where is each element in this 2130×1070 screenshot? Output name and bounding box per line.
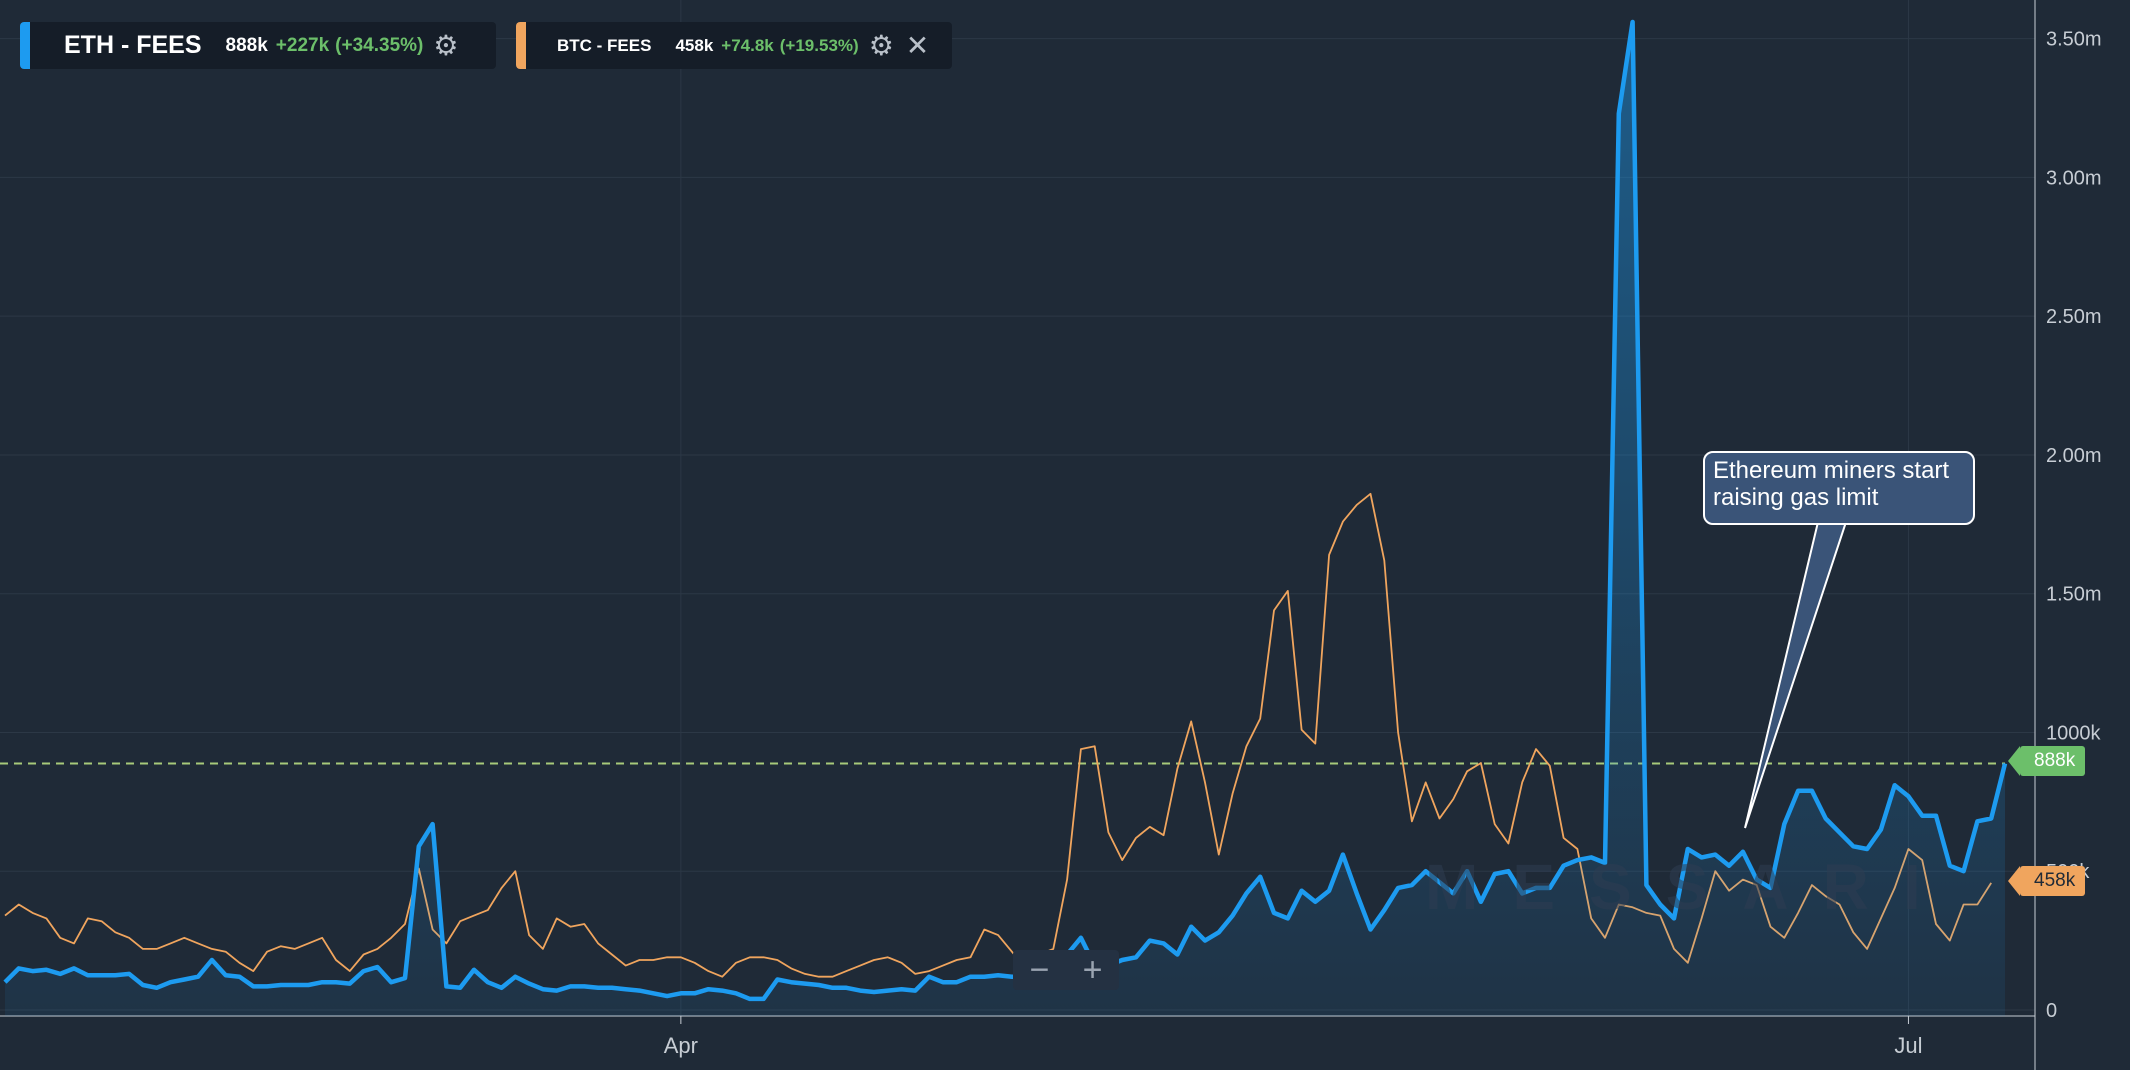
y-tick-label: 2.50m: [2046, 306, 2102, 328]
messari-watermark: MESSARI: [1425, 851, 1955, 923]
x-tick-label: Jul: [1894, 1033, 1922, 1058]
eth-price-tag-arrow: [2008, 746, 2020, 776]
btc-color-swatch: [516, 22, 526, 69]
eth-price-tag: 888k: [2020, 746, 2086, 776]
eth-area: [5, 22, 2005, 1016]
y-tick-label: 3.00m: [2046, 167, 2102, 189]
btc-legend-pct: (+19.53%): [779, 35, 859, 55]
gear-icon[interactable]: ⚙: [868, 29, 894, 61]
close-icon[interactable]: ✕: [905, 29, 930, 61]
gear-icon[interactable]: ⚙: [433, 29, 459, 61]
annotation-box: Ethereum miners start raising gas limit: [1703, 451, 1975, 525]
eth-legend-change: +227k: [275, 34, 330, 56]
eth-legend-name: ETH - FEES: [64, 31, 202, 59]
legend-eth[interactable]: ETH - FEES 888k +227k (+34.35%) ⚙: [20, 22, 496, 69]
annotation-line-2: raising gas limit: [1713, 484, 1879, 511]
btc-price-tag: 458k: [2020, 866, 2086, 896]
eth-color-swatch: [20, 22, 30, 69]
y-tick-label: 2.00m: [2046, 445, 2102, 467]
x-tick-label: Apr: [664, 1033, 698, 1058]
series-layer: [3, 19, 2008, 1016]
zoom-out-button[interactable]: −: [1029, 950, 1050, 989]
eth-legend-pct: (+34.35%): [335, 34, 424, 56]
y-tick-label: 1000k: [2046, 722, 2101, 744]
y-tick-label: 1.50m: [2046, 584, 2102, 606]
zoom-in-button[interactable]: +: [1082, 950, 1103, 989]
x-axis: Apr Jul: [0, 1015, 2035, 1058]
btc-legend-value: 458k: [675, 35, 714, 55]
zoom-controls: − +: [1013, 950, 1119, 990]
eth-line: [3, 19, 2008, 1002]
y-tick-label: 0: [2046, 1000, 2057, 1022]
annotation-line-1: Ethereum miners start: [1713, 457, 1950, 484]
annotation-pointer-shape: [1744, 521, 1848, 829]
btc-price-tag-arrow: [2008, 866, 2020, 896]
y-tick-label: 3.50m: [2046, 29, 2102, 51]
annotation-pointer: [1744, 521, 1848, 829]
grid-lines: [0, 0, 2035, 1016]
btc-legend-name: BTC - FEES: [557, 35, 652, 55]
btc-legend-change: +74.8k: [721, 35, 774, 55]
legend-btc[interactable]: BTC - FEES 458k +74.8k (+19.53%) ⚙ ✕: [516, 22, 952, 69]
eth-legend-value: 888k: [225, 34, 268, 56]
